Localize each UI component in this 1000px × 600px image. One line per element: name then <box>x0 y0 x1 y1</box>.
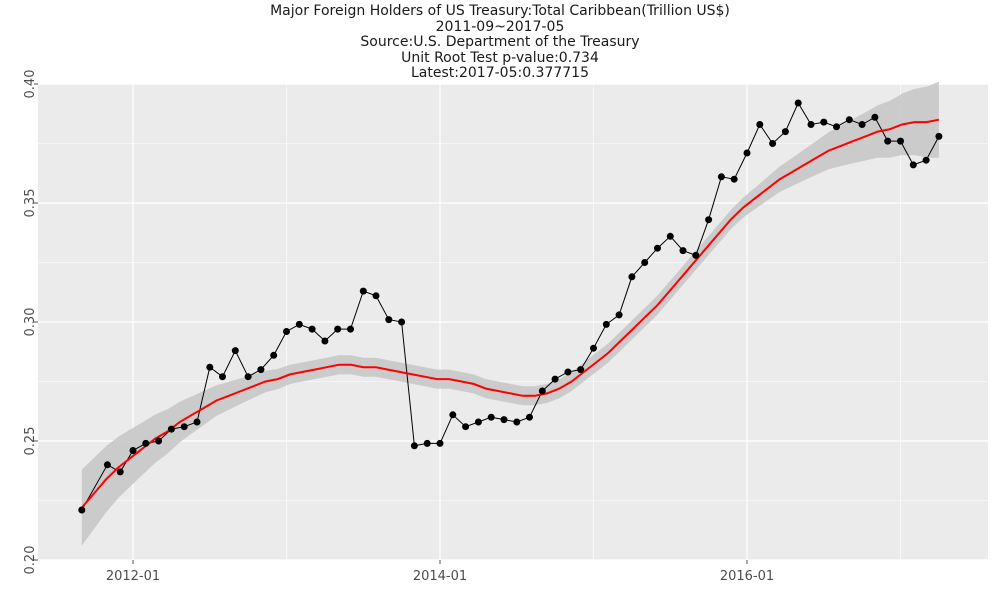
y-tick-label: 0.25 <box>23 427 38 456</box>
data-point <box>628 273 636 281</box>
data-point <box>116 468 124 476</box>
data-point <box>129 447 137 454</box>
data-point <box>794 99 802 107</box>
data-point <box>641 259 649 266</box>
data-point <box>321 337 329 345</box>
data-point <box>602 320 610 328</box>
data-point <box>654 244 661 252</box>
data-point <box>103 461 111 469</box>
confidence-ribbon <box>81 81 939 546</box>
data-point <box>564 368 572 376</box>
data-point <box>666 232 674 240</box>
data-point <box>270 351 278 359</box>
data-point <box>526 413 533 421</box>
data-point <box>590 344 597 352</box>
chart-title: Major Foreign Holders of US Treasury:Tot… <box>270 3 730 19</box>
data-point <box>487 413 495 421</box>
data-point <box>257 366 265 374</box>
data-point <box>756 121 764 128</box>
data-point <box>347 325 354 333</box>
data-point <box>462 423 470 431</box>
data-point <box>897 137 904 145</box>
data-point <box>730 175 738 183</box>
data-point <box>385 316 393 324</box>
data-point <box>615 311 623 319</box>
y-tick-label: 0.30 <box>23 308 38 337</box>
y-tick-label: 0.40 <box>23 70 38 99</box>
y-tick-label: 0.35 <box>23 189 38 218</box>
data-point <box>398 318 406 326</box>
data-point <box>155 437 163 445</box>
data-point <box>500 416 508 424</box>
data-point <box>513 418 521 426</box>
data-point <box>845 116 853 124</box>
x-tick-label: 2014-01 <box>413 569 467 584</box>
data-point <box>244 373 252 381</box>
data-point <box>833 123 840 131</box>
data-point <box>551 375 559 383</box>
data-point <box>449 411 457 419</box>
data-point <box>283 328 290 335</box>
data-point <box>231 347 239 355</box>
data-point <box>167 425 175 433</box>
data-point <box>743 149 751 157</box>
chart-subtitle-unit-root: Unit Root Test p-value:0.734 <box>401 49 599 66</box>
x-tick-label: 2012-01 <box>106 569 160 584</box>
data-point <box>180 423 188 431</box>
data-point <box>193 418 201 426</box>
data-point <box>871 113 879 121</box>
data-point <box>922 156 930 164</box>
data-point <box>474 418 482 426</box>
data-point <box>781 128 789 136</box>
y-tick-label: 0.20 <box>23 546 38 575</box>
data-point <box>410 442 418 450</box>
chart-subtitle-latest: Latest:2017-05:0.377715 <box>411 65 589 81</box>
chart-subtitle-source: Source:U.S. Department of the Treasury <box>360 34 640 50</box>
data-point <box>717 173 725 181</box>
data-point <box>820 118 828 126</box>
data-point <box>206 363 214 371</box>
data-point <box>295 320 303 328</box>
smooth-line <box>81 118 940 509</box>
data-point <box>769 140 777 147</box>
data-point <box>436 439 444 447</box>
data-point <box>705 216 713 224</box>
data-point <box>679 247 687 255</box>
data-point <box>308 325 316 333</box>
data-point <box>577 366 585 374</box>
x-tick-label: 2016-01 <box>720 569 774 584</box>
chart-titles: Major Foreign Holders of US Treasury:Tot… <box>0 3 1000 82</box>
chart-subtitle-date-range: 2011-09~2017-05 <box>435 18 565 35</box>
data-point <box>78 506 86 514</box>
data-point <box>692 251 700 259</box>
data-point <box>858 121 866 128</box>
data-point <box>884 137 892 145</box>
data-point <box>909 161 917 169</box>
data-point <box>423 439 431 447</box>
data-point <box>219 373 226 381</box>
data-point <box>334 325 342 333</box>
data-point <box>807 121 815 128</box>
data-point <box>372 292 380 300</box>
data-point <box>935 132 943 140</box>
data-point <box>142 439 150 447</box>
data-point <box>359 287 367 295</box>
data-point <box>538 387 546 395</box>
